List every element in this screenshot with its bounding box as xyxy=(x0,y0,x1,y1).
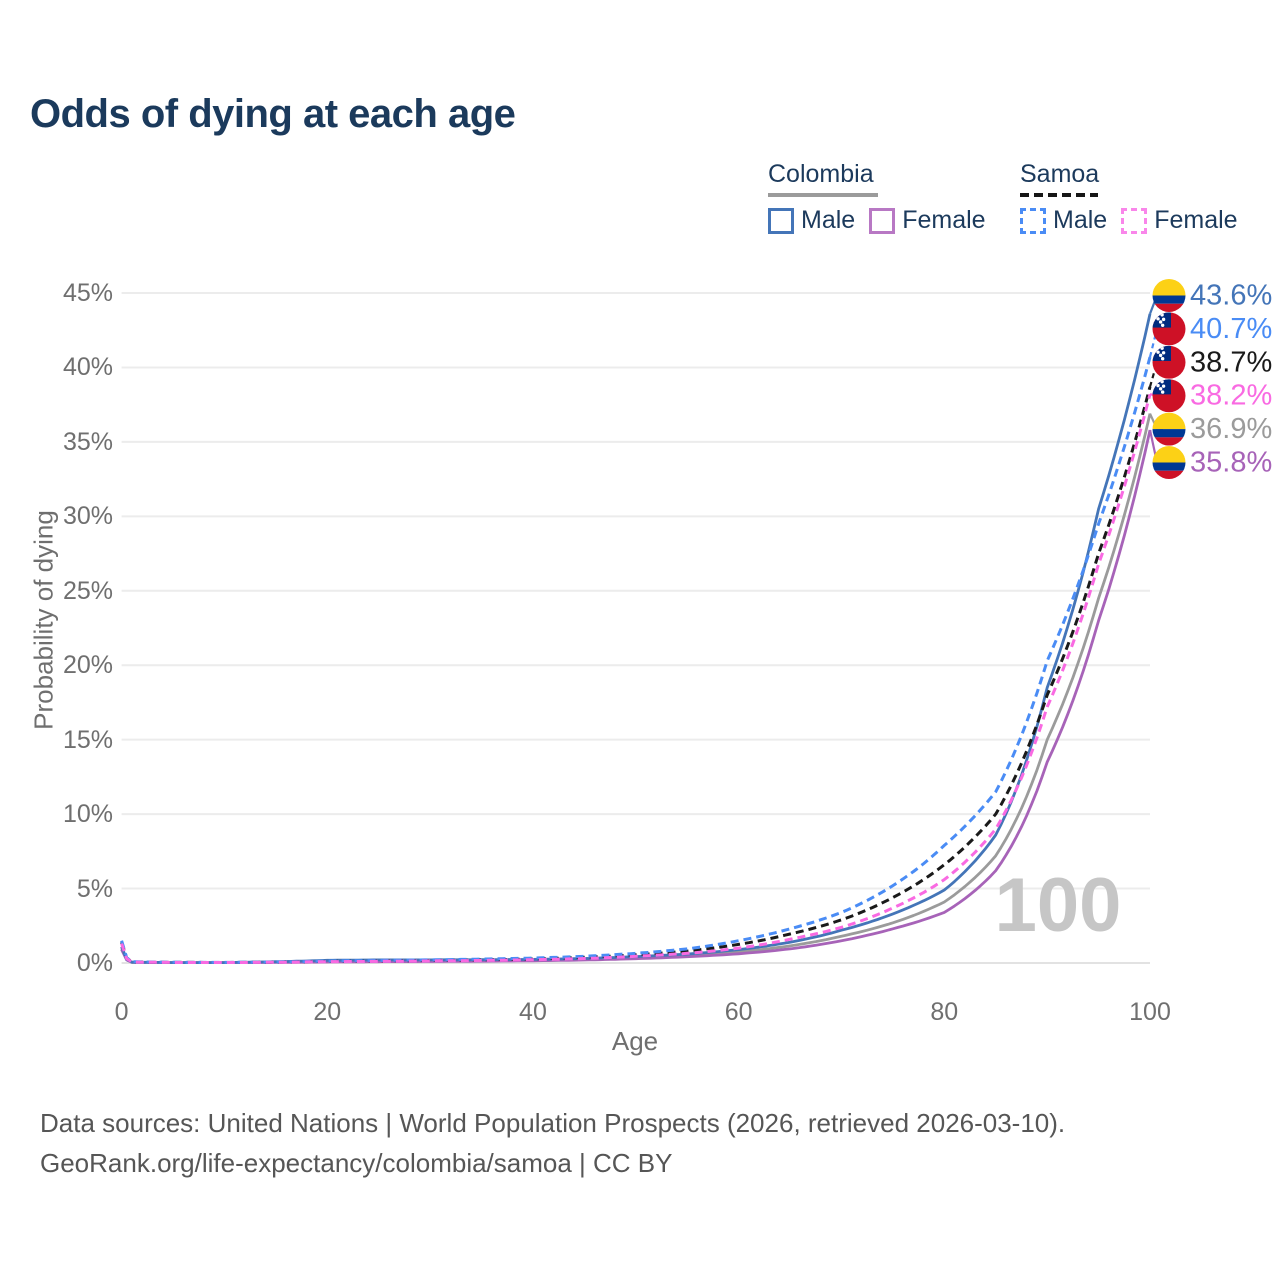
legend-checkbox-samoa-male[interactable] xyxy=(1020,207,1046,234)
y-axis-title: Probability of dying xyxy=(28,510,59,730)
legend-group-colombia: Colombia Male Female xyxy=(768,160,986,235)
x-tick-label: 100 xyxy=(1129,998,1171,1026)
footer-data-sources: Data sources: United Nations | World Pop… xyxy=(40,1108,1066,1138)
end-label-samoa-combined: 38.7% xyxy=(1190,346,1272,378)
legend-item-samoa-female[interactable]: Female xyxy=(1121,206,1238,235)
flag-icon-samoa xyxy=(1152,312,1186,346)
x-tick-label: 40 xyxy=(519,998,547,1026)
legend-item-colombia-male[interactable]: Male xyxy=(768,206,855,235)
legend-checkbox-colombia-male[interactable] xyxy=(768,207,794,234)
end-label-colombia-female: 35.8% xyxy=(1190,447,1272,479)
legend-group-samoa: Samoa Male Female xyxy=(1020,160,1238,235)
legend-item-colombia-female[interactable]: Female xyxy=(869,206,986,235)
end-label-colombia-combined: 36.9% xyxy=(1190,413,1272,445)
y-tick-label: 10% xyxy=(62,800,113,829)
legend-underline-samoa xyxy=(1020,193,1098,197)
y-tick-label: 5% xyxy=(76,874,113,903)
y-tick-label: 20% xyxy=(62,651,113,680)
legend-country-colombia: Colombia xyxy=(768,160,874,188)
flag-icon-samoa xyxy=(1152,379,1186,413)
x-tick-label: 80 xyxy=(930,998,959,1026)
flag-icon-colombia xyxy=(1152,446,1186,479)
legend-item-samoa-male[interactable]: Male xyxy=(1020,206,1107,235)
legend-item-label: Female xyxy=(1154,206,1238,234)
flag-icon-samoa xyxy=(1152,345,1186,379)
legend-checkbox-samoa-female[interactable] xyxy=(1121,207,1148,234)
end-label-samoa-male: 40.7% xyxy=(1190,313,1272,345)
flag-icon-colombia xyxy=(1152,412,1186,446)
end-label-samoa-female: 38.2% xyxy=(1190,380,1272,412)
y-tick-label: 15% xyxy=(62,725,113,754)
y-tick-label: 40% xyxy=(62,353,113,382)
legend-checkbox-colombia-female[interactable] xyxy=(869,207,896,234)
y-tick-label: 35% xyxy=(62,427,113,456)
page-title: Odds of dying at each age xyxy=(30,92,516,136)
age-watermark: 100 xyxy=(994,863,1122,948)
x-axis-title: Age xyxy=(611,1026,659,1056)
legend-item-label: Female xyxy=(902,206,986,234)
legend-country-samoa: Samoa xyxy=(1020,160,1100,188)
y-tick-label: 30% xyxy=(62,502,113,531)
legend-underline-colombia xyxy=(768,193,878,197)
x-tick-label: 20 xyxy=(313,998,342,1026)
legend-item-label: Male xyxy=(1053,206,1108,234)
flag-icon-colombia xyxy=(1152,279,1186,312)
x-tick-label: 60 xyxy=(724,998,753,1026)
y-tick-label: 25% xyxy=(62,576,113,605)
legend-item-label: Male xyxy=(801,206,856,234)
y-tick-label: 0% xyxy=(76,949,113,977)
series-line-samoa-female xyxy=(120,393,1152,965)
y-tick-label: 45% xyxy=(62,279,113,307)
x-tick-label: 0 xyxy=(114,998,129,1026)
end-label-colombia-male: 43.6% xyxy=(1190,280,1272,312)
footer-attribution: GeoRank.org/life-expectancy/colombia/sam… xyxy=(40,1148,673,1178)
